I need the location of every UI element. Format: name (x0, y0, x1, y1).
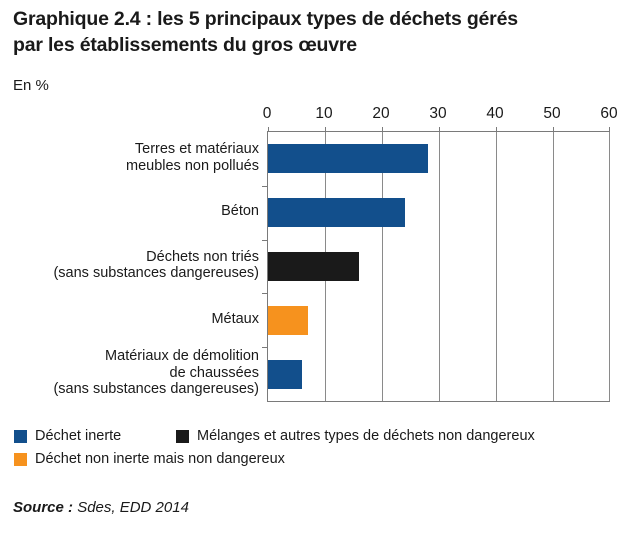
bar-5 (268, 359, 303, 389)
source-prefix: Source : (13, 499, 78, 516)
x-tick-label: 60 (600, 105, 618, 122)
source-line: Source : Sdes, EDD 2014 (13, 499, 189, 516)
category-label-2: Béton (221, 203, 259, 220)
x-tick-label: 30 (429, 105, 447, 122)
axis-tick (382, 127, 383, 132)
category-label-5: Matériaux de démolition de chaussées (sa… (53, 348, 259, 398)
legend-swatch-blue (14, 430, 27, 443)
legend-swatch-black (176, 430, 189, 443)
axis-tick (262, 185, 267, 187)
x-tick-label: 20 (372, 105, 390, 122)
source-text: Sdes, EDD 2014 (77, 499, 189, 516)
axis-tick (268, 127, 269, 132)
legend-item-non-inerte: Déchet non inerte mais non dangereux (14, 451, 285, 468)
legend-label: Mélanges et autres types de déchets non … (197, 428, 535, 444)
axis-tick (262, 347, 267, 349)
bar-4 (268, 305, 308, 335)
legend-label: Déchet inerte (35, 428, 122, 444)
legend-item-melanges: Mélanges et autres types de déchets non … (176, 428, 535, 445)
axis-tick (262, 293, 267, 295)
gridline (496, 132, 497, 401)
axis-tick (262, 239, 267, 241)
axis-tick (553, 127, 554, 132)
x-tick-label: 0 (262, 105, 272, 122)
gridline (439, 132, 440, 401)
x-axis-ticks: 0 10 20 30 40 50 60 (263, 104, 618, 128)
x-tick-label: 40 (486, 105, 504, 122)
bar-1 (268, 144, 428, 174)
chart-title: Graphique 2.4 : les 5 principaux types d… (13, 8, 518, 56)
x-tick-label: 10 (315, 105, 333, 122)
bar-3 (268, 252, 360, 281)
x-tick-label: 50 (543, 105, 561, 122)
category-label-4: Métaux (211, 311, 259, 328)
legend-item-dechet-inerte: Déchet inerte (14, 428, 121, 445)
bar-2 (268, 198, 405, 228)
axis-tick (439, 127, 440, 132)
legend-swatch-orange (14, 453, 27, 466)
plot-area (262, 127, 610, 402)
gridline (609, 132, 610, 401)
category-axis: Terres et matériaux meubles non pollués B… (0, 131, 259, 400)
axis-tick (496, 127, 497, 132)
axis-tick (609, 127, 610, 132)
bar-chart: 0 10 20 30 40 50 60 Terres et matériaux meuble… (0, 100, 639, 402)
legend-label: Déchet non inerte mais non dangereux (35, 451, 285, 467)
unit-label: En % (13, 77, 49, 94)
axis-tick (325, 127, 326, 132)
category-label-1: Terres et matériaux meubles non pollués (125, 141, 259, 174)
category-label-3: Déchets non triés (sans substances dange… (53, 248, 259, 282)
gridline (382, 132, 383, 401)
gridline (553, 132, 554, 401)
